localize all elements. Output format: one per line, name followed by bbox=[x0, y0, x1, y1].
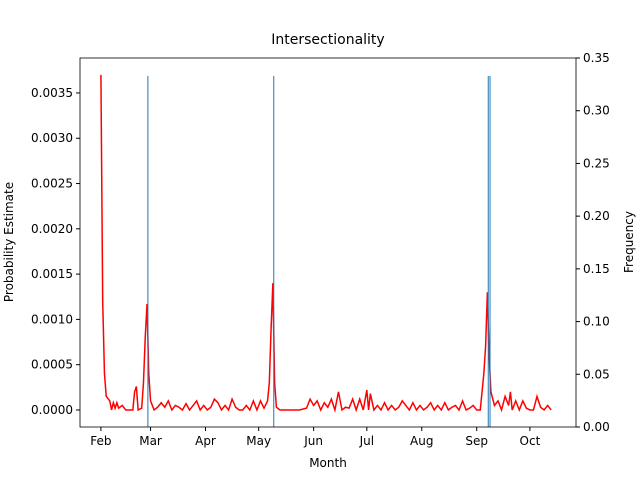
x-tick-label: Sep bbox=[465, 434, 488, 448]
y-tick-label: 0.0035 bbox=[31, 86, 73, 100]
x-tick-label: Jun bbox=[303, 434, 323, 448]
y-tick-label: 0.0025 bbox=[31, 177, 73, 191]
y2-tick-label: 0.05 bbox=[583, 367, 610, 381]
y-tick-label: 0.0030 bbox=[31, 131, 73, 145]
y2-tick-label: 0.00 bbox=[583, 420, 610, 434]
y-tick-label: 0.0015 bbox=[31, 267, 73, 281]
y-tick-label: 0.0020 bbox=[31, 222, 73, 236]
y2-tick-label: 0.10 bbox=[583, 315, 610, 329]
y2-tick-label: 0.30 bbox=[583, 104, 610, 118]
x-tick-label: May bbox=[246, 434, 271, 448]
y-tick-label: 0.0005 bbox=[31, 358, 73, 372]
y2-axis-label: Frequency bbox=[622, 211, 636, 273]
x-tick-label: Feb bbox=[90, 434, 111, 448]
y2-tick-label: 0.20 bbox=[583, 209, 610, 223]
bar bbox=[147, 75, 149, 428]
y2-tick-label: 0.25 bbox=[583, 156, 610, 170]
line bbox=[100, 74, 552, 413]
y2-tick-label: 0.35 bbox=[583, 51, 610, 65]
bar bbox=[487, 75, 489, 428]
y-axis-label: Probability Estimate bbox=[2, 182, 16, 302]
x-tick-label: Jul bbox=[359, 434, 374, 448]
x-tick-label: Oct bbox=[520, 434, 541, 448]
x-tick-label: Mar bbox=[139, 434, 162, 448]
x-tick-label: Apr bbox=[195, 434, 216, 448]
y-tick-label: 0.0000 bbox=[31, 403, 73, 417]
x-axis-label: Month bbox=[309, 456, 347, 470]
plot-frame bbox=[79, 57, 577, 428]
bar bbox=[489, 75, 491, 428]
x-tick-label: Aug bbox=[410, 434, 433, 448]
chart-title: Intersectionality bbox=[271, 32, 384, 48]
y-tick-label: 0.0010 bbox=[31, 312, 73, 326]
bar bbox=[273, 75, 275, 428]
y2-tick-label: 0.15 bbox=[583, 262, 610, 276]
